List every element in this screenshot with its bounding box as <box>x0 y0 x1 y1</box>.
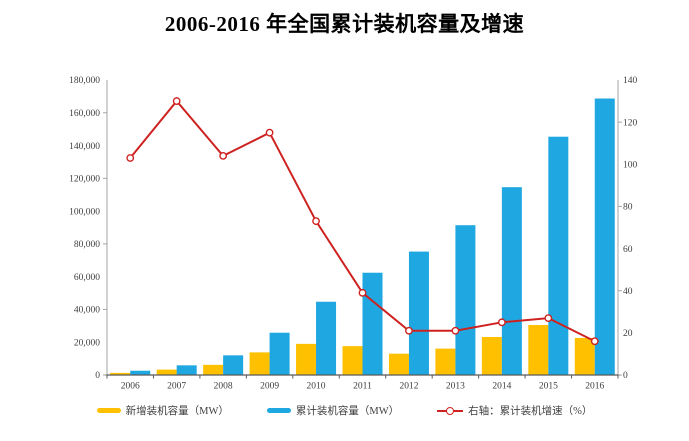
bar-new-2010 <box>296 343 317 375</box>
right-axis-label: 60 <box>623 245 633 255</box>
bar-cumulative-2016 <box>594 98 615 376</box>
bar-cumulative-2015 <box>548 136 569 375</box>
left-axis-label: 140,000 <box>69 142 100 152</box>
bar-new-2016 <box>574 337 595 375</box>
left-axis-label: 40,000 <box>74 306 100 316</box>
bar-cumulative-2008 <box>223 355 244 375</box>
legend-swatch-new-capacity <box>96 408 121 413</box>
left-axis-label: 60,000 <box>74 273 100 283</box>
growth-marker-2006 <box>126 154 135 162</box>
x-axis-label-2014: 2014 <box>492 382 511 392</box>
growth-marker-2008 <box>219 151 228 160</box>
x-axis-label-2009: 2009 <box>260 382 279 392</box>
bar-new-2014 <box>481 336 502 375</box>
chart-legend: 新增装机容量（MW） 累计装机容量（MW） 右轴：累计装机增速（%） <box>0 403 689 418</box>
bar-cumulative-2014 <box>501 187 522 375</box>
growth-marker-2012 <box>405 326 413 335</box>
legend-item-cumulative: 累计装机容量（MW） <box>266 403 400 418</box>
x-axis-label-2015: 2015 <box>539 382 558 392</box>
left-axis-label: 120,000 <box>69 175 100 185</box>
right-axis-label: 100 <box>623 160 638 170</box>
right-axis-label: 0 <box>623 371 628 381</box>
bar-cumulative-2006 <box>130 370 151 375</box>
left-axis-label: 100,000 <box>69 207 100 217</box>
bar-new-2012 <box>388 353 409 375</box>
x-axis-label-2016: 2016 <box>585 382 604 392</box>
legend-line-swatch <box>437 406 464 415</box>
right-axis-label: 40 <box>623 287 633 297</box>
left-axis-label: 180,000 <box>69 76 100 86</box>
x-axis-label-2013: 2013 <box>446 382 465 392</box>
bar-new-2013 <box>435 348 456 375</box>
bar-cumulative-2010 <box>316 301 337 375</box>
x-axis-label-2012: 2012 <box>399 382 418 392</box>
left-axis-label: 20,000 <box>74 338 100 348</box>
growth-marker-2010 <box>312 217 320 226</box>
bar-cumulative-2009 <box>269 332 290 375</box>
bar-cumulative-2011 <box>362 272 383 375</box>
x-axis-label-2008: 2008 <box>214 382 233 392</box>
left-axis-label: 160,000 <box>69 109 100 119</box>
growth-marker-2009 <box>265 128 274 137</box>
growth-marker-2011 <box>358 288 367 297</box>
left-axis-label: 80,000 <box>74 240 100 250</box>
growth-marker-2007 <box>172 97 181 105</box>
growth-marker-2014 <box>497 318 506 327</box>
right-axis-label: 20 <box>623 329 633 339</box>
bar-new-2009 <box>249 352 270 375</box>
right-axis-label: 80 <box>623 203 633 213</box>
x-axis-label-2006: 2006 <box>121 382 140 392</box>
bar-cumulative-2013 <box>455 225 476 375</box>
x-axis-label-2010: 2010 <box>307 382 326 392</box>
growth-marker-2015 <box>544 314 553 323</box>
right-axis-label: 120 <box>623 118 638 128</box>
growth-marker-2013 <box>451 326 460 335</box>
bar-cumulative-2012 <box>408 251 429 375</box>
axes-layer: 0 20,000 40,000 60,000 80,000 100,000 120,000 1… <box>69 76 637 391</box>
bar-new-2006 <box>110 372 131 375</box>
chart-title: 2006-2016 年全国累计装机容量及增速 <box>164 12 525 36</box>
bar-new-2007 <box>156 369 177 375</box>
legend-item-growth: 右轴：累计装机增速（%） <box>437 403 592 418</box>
legend-label-new-capacity: 新增装机容量（MW） <box>125 406 229 417</box>
growth-line-layer <box>126 97 599 346</box>
legend-item-new-capacity: 新增装机容量（MW） <box>96 403 229 418</box>
bar-new-2011 <box>342 346 363 375</box>
left-axis-label: 0 <box>95 371 100 381</box>
legend-line-marker-icon <box>446 406 455 415</box>
x-axis-label-2007: 2007 <box>167 382 186 392</box>
bar-new-2015 <box>528 325 549 375</box>
legend-label-growth: 右轴：累计装机增速（%） <box>468 406 593 417</box>
legend-label-cumulative: 累计装机容量（MW） <box>295 406 400 417</box>
bars-layer <box>110 98 615 376</box>
bar-new-2008 <box>203 364 224 375</box>
growth-marker-2016 <box>590 337 599 346</box>
legend-swatch-cumulative <box>266 408 291 413</box>
x-axis-label-2011: 2011 <box>353 382 372 392</box>
bar-cumulative-2007 <box>176 365 197 375</box>
right-axis-label: 140 <box>623 76 638 86</box>
